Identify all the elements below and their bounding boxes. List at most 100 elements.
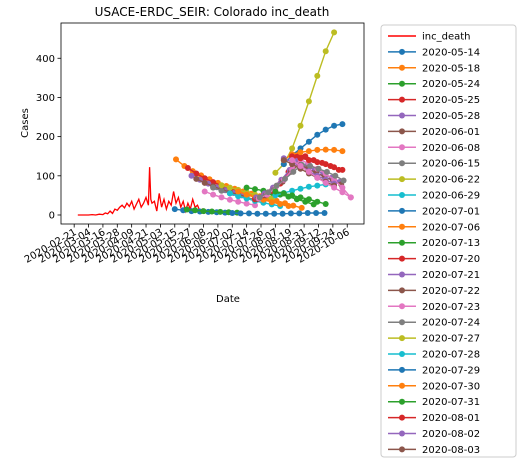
data-point [210,191,217,198]
series-2020-06-08 [201,188,258,209]
data-point [322,179,329,186]
legend-label: 2020-07-21 [422,270,480,281]
data-point [272,188,279,195]
data-point [289,192,296,199]
data-point [218,187,225,194]
legend-swatch-marker [399,239,405,246]
data-point [339,184,346,191]
data-point [331,184,338,191]
data-point [322,126,329,133]
legend-label: 2020-07-31 [422,397,480,408]
data-point [339,166,346,173]
y-tick-label: 200 [36,132,55,143]
data-point [201,188,208,195]
legend-entry-2020-08-01: 2020-08-01 [388,413,480,424]
data-point [184,165,191,171]
legend-swatch-marker [399,223,405,230]
legend-label: 2020-05-28 [422,111,480,122]
data-point [229,210,236,216]
data-point [321,210,328,216]
legend-label: 2020-05-18 [422,63,480,74]
data-point [297,163,304,169]
y-tick-label: 400 [36,54,55,65]
data-point [297,194,304,201]
legend-label: inc_death [422,32,471,43]
data-point [237,210,244,217]
legend-swatch-marker [399,192,405,198]
legend-swatch-marker [399,430,405,437]
data-point [192,207,199,214]
data-point [201,175,208,182]
data-point [201,179,208,186]
legend-swatch-marker [399,48,405,55]
data-point [235,198,242,205]
data-point [340,177,347,184]
legend-label: 2020-07-13 [422,238,480,249]
legend-entry-2020-05-24: 2020-05-24 [388,79,480,90]
legend-entry-2020-06-15: 2020-06-15 [388,159,480,170]
legend-label: 2020-07-27 [422,334,480,345]
legend-label: 2020-06-22 [422,175,480,186]
legend-label: 2020-07-06 [422,222,480,233]
legend-label: 2020-07-20 [422,254,480,265]
legend-swatch-marker [399,160,405,167]
data-point [243,200,250,207]
data-point [243,191,250,198]
series-2020-08-10 [289,157,354,201]
data-point [289,145,296,152]
data-point [280,190,287,197]
data-point [200,208,207,215]
data-point [297,122,304,129]
legend-swatch-marker [399,176,405,183]
data-point [307,163,314,169]
data-point [193,175,200,182]
legend-label: 2020-08-02 [422,429,480,440]
legend-entry-2020-07-29: 2020-07-29 [388,365,480,376]
legend-entry-2020-07-28: 2020-07-28 [388,350,480,361]
data-point [314,159,321,166]
legend-swatch-marker [399,96,405,103]
data-point [218,182,225,189]
legend-swatch-marker [399,287,405,294]
data-point [322,146,329,153]
legend-entry-2020-06-01: 2020-06-01 [388,127,480,138]
legend-swatch-marker [399,64,405,71]
data-point [331,29,338,36]
data-point [347,194,354,201]
data-point [218,194,225,201]
data-point [287,210,294,217]
legend-entry-2020-07-13: 2020-07-13 [388,238,480,249]
y-axis-label: Cases [20,108,31,138]
legend-label: 2020-07-22 [422,286,480,297]
legend: inc_death 2020-05-14 2020-05-18 2020-05-24 2… [380,24,517,458]
data-point [285,203,292,209]
legend-label: 2020-08-03 [422,445,480,456]
chart-title: USACE-ERDC_SEIR: Colorado inc_death [95,5,330,19]
legend-label: 2020-06-15 [422,159,480,170]
legend-label: 2020-07-30 [422,381,480,392]
data-point [305,157,312,164]
legend-entry-2020-07-01: 2020-07-01 [388,206,480,217]
data-point [314,174,321,181]
data-point [273,182,280,189]
data-point [265,189,272,196]
legend-entry-2020-06-08: 2020-06-08 [388,143,480,154]
legend-swatch-marker [399,128,405,135]
data-point [305,196,312,203]
data-point [282,175,288,182]
data-point [305,148,312,155]
data-point [217,208,224,215]
data-point [268,199,275,206]
data-point [254,210,261,217]
legend-swatch-marker [399,351,405,357]
legend-swatch-marker [399,255,405,262]
legend-entry-2020-06-29: 2020-06-29 [388,191,480,202]
legend-entry-2020-07-23: 2020-07-23 [388,302,480,313]
data-point [290,168,297,175]
data-point [235,188,242,195]
data-point [272,169,279,176]
data-point [314,72,321,79]
legend-entry-2020-06-22: 2020-06-22 [388,175,480,186]
data-point [262,210,269,217]
